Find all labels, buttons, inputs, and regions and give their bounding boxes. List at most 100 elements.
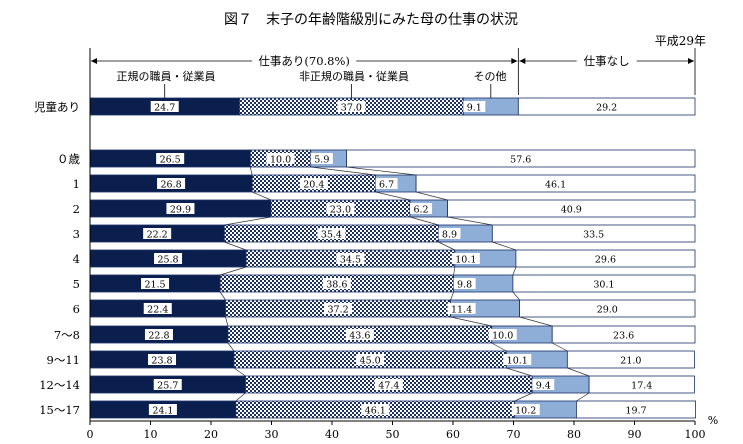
connector-line bbox=[552, 342, 568, 352]
bar-segment-3-row-9 bbox=[566, 350, 695, 369]
value-label: 29.9 bbox=[170, 205, 191, 216]
value-label: 29.2 bbox=[596, 103, 617, 114]
value-label: 46.1 bbox=[545, 180, 566, 191]
value-label: 30.1 bbox=[593, 280, 614, 291]
connector-line bbox=[450, 291, 454, 301]
value-label-bg bbox=[336, 253, 365, 264]
value-label: 10.1 bbox=[507, 356, 528, 367]
value-label-bg bbox=[447, 303, 476, 314]
value-label-bg bbox=[375, 178, 398, 189]
series-label-1: 非正規の職員・従業員 bbox=[299, 69, 409, 83]
employed-arrow-arrow-left bbox=[91, 58, 97, 64]
value-label-bg bbox=[324, 303, 353, 314]
value-label-bg bbox=[451, 253, 480, 264]
connector-line bbox=[224, 216, 271, 226]
connector-line bbox=[219, 291, 226, 301]
bar-segment-3-row-11 bbox=[576, 400, 697, 419]
value-label: 40.9 bbox=[561, 205, 582, 216]
category-label: 2 bbox=[73, 202, 80, 216]
value-label: 9.8 bbox=[457, 280, 472, 291]
employed-label-bg bbox=[252, 53, 357, 68]
connector-line bbox=[235, 392, 246, 402]
value-label: 23.0 bbox=[330, 205, 351, 216]
value-label: 23.6 bbox=[613, 331, 634, 342]
category-label: 1 bbox=[73, 177, 80, 191]
connector-line bbox=[567, 367, 590, 377]
value-label: 10.0 bbox=[270, 155, 291, 166]
x-tick-label: 50 bbox=[386, 428, 400, 441]
value-label: 29.0 bbox=[597, 305, 618, 316]
connector-line bbox=[512, 291, 520, 301]
value-label: 23.8 bbox=[151, 356, 172, 367]
x-tick-label: 80 bbox=[567, 428, 581, 441]
bar-segment-3-row-3 bbox=[447, 199, 696, 218]
value-label: 9.1 bbox=[467, 103, 482, 114]
value-label-bg bbox=[157, 178, 186, 189]
value-label-bg bbox=[141, 278, 170, 289]
connector-line bbox=[492, 241, 517, 251]
value-label: 43.6 bbox=[349, 331, 370, 342]
value-label: 19.7 bbox=[625, 406, 646, 417]
value-label: 25.7 bbox=[157, 381, 178, 392]
value-label: 22.4 bbox=[147, 305, 168, 316]
value-label-bg bbox=[144, 329, 173, 340]
not-employed-label: 仕事なし bbox=[584, 54, 630, 68]
value-label: 25.8 bbox=[157, 255, 178, 266]
x-tick-label: 40 bbox=[325, 428, 339, 441]
x-tick-label: 0 bbox=[87, 428, 94, 441]
connector-line bbox=[576, 392, 590, 402]
value-label: 9.4 bbox=[536, 381, 551, 392]
employed-total-label: 仕事あり(70.8%) bbox=[258, 54, 350, 68]
value-label-bg bbox=[361, 404, 390, 415]
chart-title: 図７ 末子の年齢階級別にみた母の仕事の状況 bbox=[224, 12, 518, 28]
value-label-bg bbox=[143, 303, 172, 314]
category-label: 12～14 bbox=[39, 378, 80, 392]
connector-line bbox=[491, 342, 507, 352]
series-label-2: その他 bbox=[474, 70, 507, 83]
connector-line bbox=[450, 316, 492, 327]
value-label-bg bbox=[488, 329, 517, 340]
x-tick-label: 90 bbox=[628, 428, 642, 441]
value-label-bg bbox=[299, 178, 328, 189]
value-label: 5.9 bbox=[314, 155, 329, 166]
value-label-bg bbox=[374, 379, 403, 390]
x-tick-label: 70 bbox=[507, 428, 521, 441]
value-label-bg bbox=[154, 253, 183, 264]
value-label: 21.5 bbox=[144, 280, 165, 291]
value-label: 37.2 bbox=[327, 305, 348, 316]
value-label: 6.7 bbox=[379, 180, 394, 191]
bar-segment-3-row-7 bbox=[519, 299, 696, 318]
value-label: 35.4 bbox=[321, 230, 342, 241]
value-label-bg bbox=[143, 228, 172, 239]
value-label-bg bbox=[147, 354, 176, 365]
connector-line bbox=[453, 266, 456, 276]
value-label: 57.6 bbox=[510, 155, 531, 166]
value-label-bg bbox=[453, 278, 476, 289]
value-label: 20.4 bbox=[303, 180, 324, 191]
connector-line bbox=[310, 166, 376, 176]
category-label: 5 bbox=[73, 277, 80, 291]
not-employed-arrow-arrow-right bbox=[688, 58, 694, 64]
x-tick-label: 60 bbox=[446, 428, 460, 441]
value-label: 26.8 bbox=[160, 180, 181, 191]
not-employed-arrow-arrow-left bbox=[519, 58, 526, 64]
bar-segment-3-row-8 bbox=[551, 325, 696, 344]
bar-segment-3-row-2 bbox=[415, 174, 696, 193]
value-label: 26.5 bbox=[160, 155, 181, 166]
value-label-bg bbox=[503, 354, 532, 365]
value-label: 47.4 bbox=[378, 381, 399, 392]
value-label: 46.1 bbox=[365, 406, 386, 417]
x-tick-label: 100 bbox=[685, 428, 706, 441]
category-label: 15～17 bbox=[39, 403, 80, 417]
value-label-bg bbox=[410, 203, 433, 214]
connector-line bbox=[227, 342, 235, 352]
connector-line bbox=[409, 216, 439, 226]
connector-line bbox=[375, 191, 411, 201]
not-employed-label-bg bbox=[576, 53, 637, 68]
value-labels: 24.7 37.0 9.1 29.2 26.5 10.0 5.9 57.6 26.8 20.4 6.… bbox=[141, 101, 652, 417]
category-labels: 児童あり ０歳 1 2 3 4 5 6 7～8 9～11 12～14 15～17 bbox=[34, 100, 80, 417]
value-label: 10.1 bbox=[455, 255, 476, 266]
